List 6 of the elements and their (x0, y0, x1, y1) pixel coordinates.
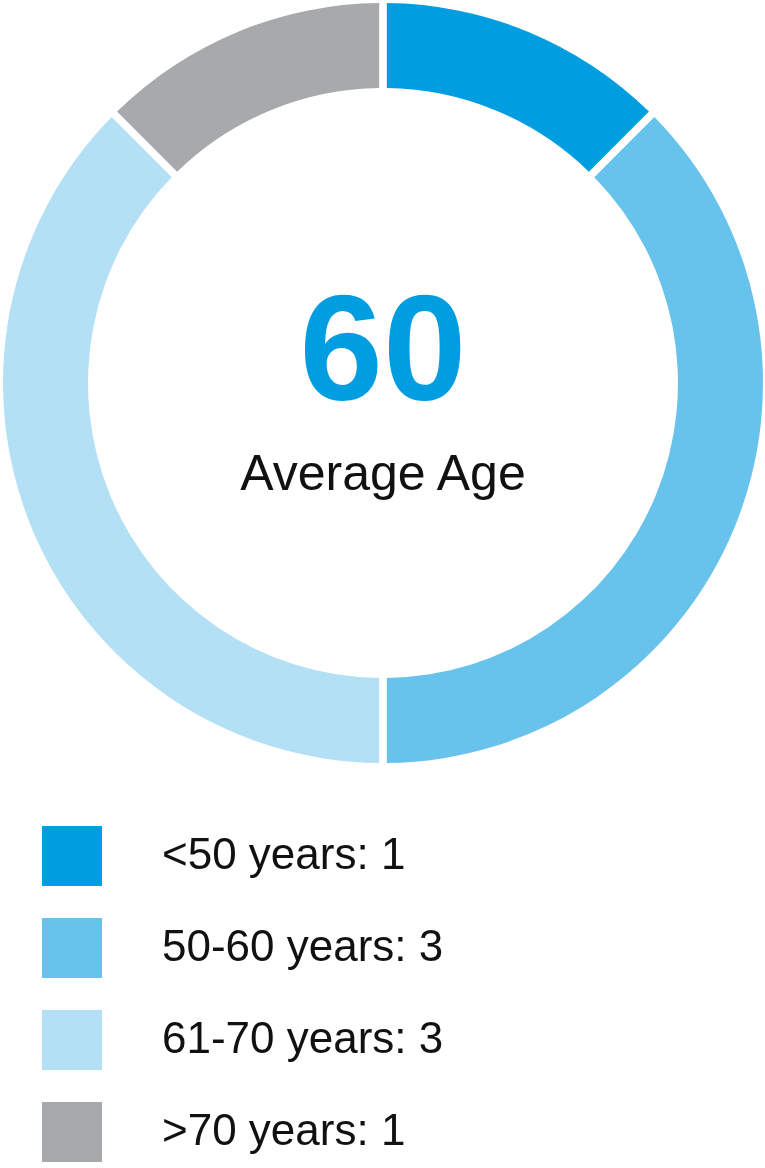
legend-label: <50 years: 1 (162, 829, 406, 878)
legend-label: 50-60 years: 3 (162, 921, 444, 970)
text: Average Age (240, 445, 526, 501)
text: 60 (299, 264, 467, 432)
legend-label: 61-70 years: 3 (162, 1013, 444, 1062)
legend-label: >70 years: 1 (162, 1105, 406, 1154)
